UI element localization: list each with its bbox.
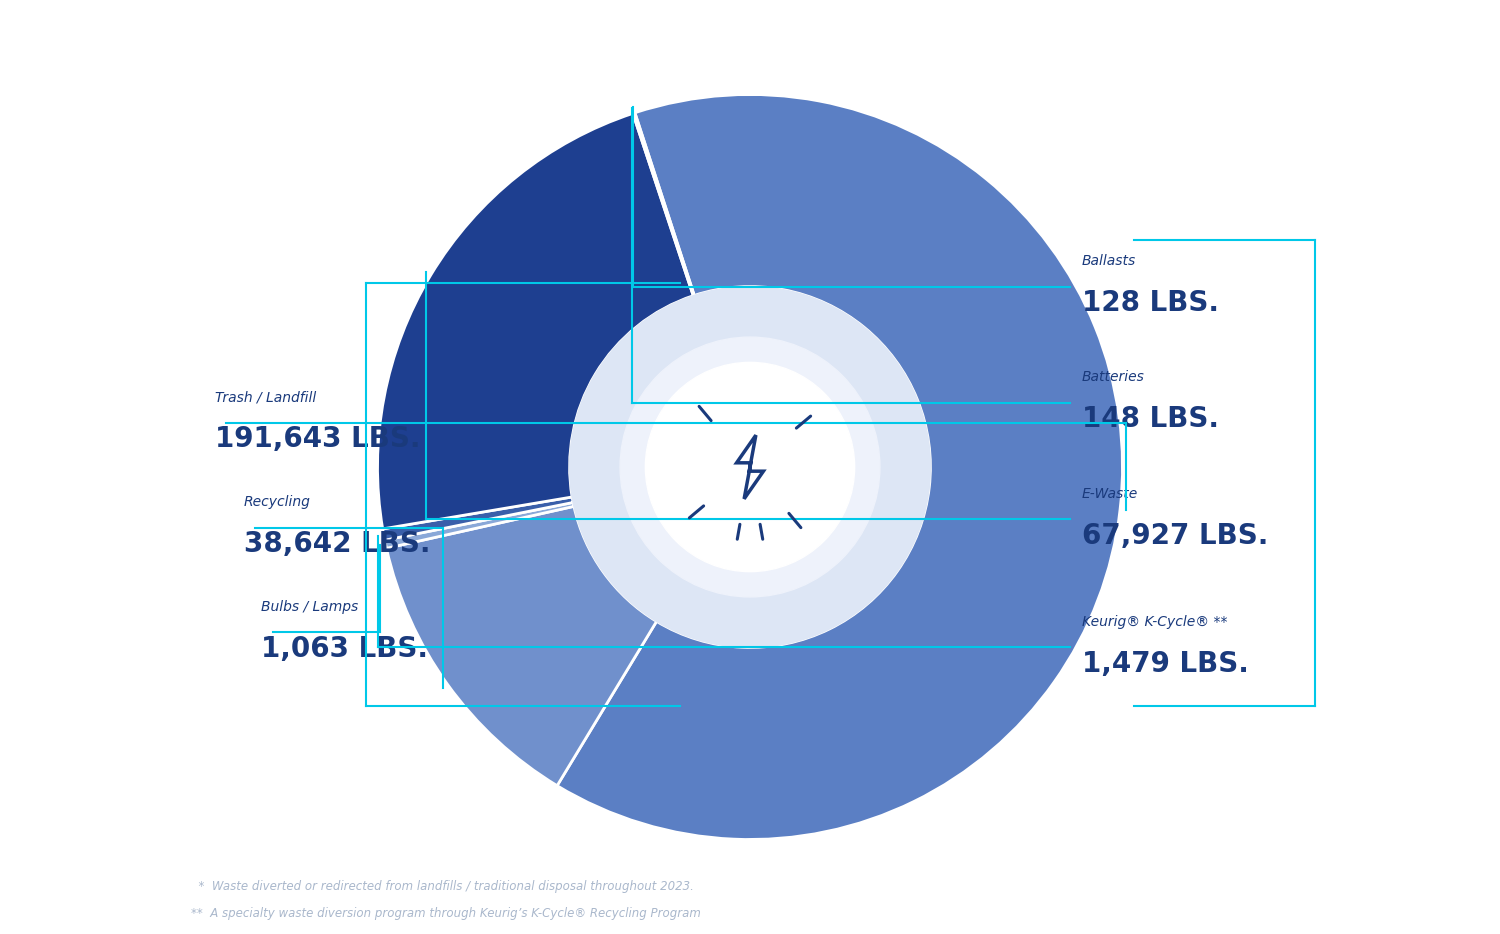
- Text: 1,479 LBS.: 1,479 LBS.: [1082, 650, 1248, 678]
- Text: E-Waste: E-Waste: [1082, 487, 1138, 501]
- Text: Batteries: Batteries: [1082, 371, 1144, 385]
- Text: 128 LBS.: 128 LBS.: [1082, 289, 1218, 317]
- Text: Bulbs / Lamps: Bulbs / Lamps: [261, 600, 358, 614]
- Text: Keurig® K-Cycle® **: Keurig® K-Cycle® **: [1082, 615, 1227, 629]
- Text: *  Waste diverted or redirected from landfills / traditional disposal throughout: * Waste diverted or redirected from land…: [192, 880, 694, 893]
- Wedge shape: [378, 113, 693, 529]
- Text: 191,643 LBS.: 191,643 LBS.: [214, 425, 420, 453]
- Circle shape: [645, 362, 855, 572]
- Text: Trash / Landfill: Trash / Landfill: [214, 390, 316, 404]
- Wedge shape: [634, 113, 694, 295]
- Wedge shape: [556, 94, 1122, 840]
- Wedge shape: [387, 506, 657, 785]
- Text: Recycling: Recycling: [243, 495, 310, 509]
- Text: **  A specialty waste diversion program through Keurig’s K-Cycle® Recycling Prog: ** A specialty waste diversion program t…: [192, 907, 700, 920]
- Text: 148 LBS.: 148 LBS.: [1082, 405, 1218, 433]
- Text: Ballasts: Ballasts: [1082, 254, 1136, 268]
- Circle shape: [620, 337, 880, 597]
- Text: 1,063 LBS.: 1,063 LBS.: [261, 634, 428, 662]
- Circle shape: [570, 287, 930, 647]
- Text: 38,642 LBS.: 38,642 LBS.: [243, 530, 430, 558]
- Wedge shape: [382, 497, 573, 540]
- Text: 67,927 LBS.: 67,927 LBS.: [1082, 522, 1268, 550]
- Wedge shape: [633, 113, 694, 296]
- Wedge shape: [386, 502, 574, 548]
